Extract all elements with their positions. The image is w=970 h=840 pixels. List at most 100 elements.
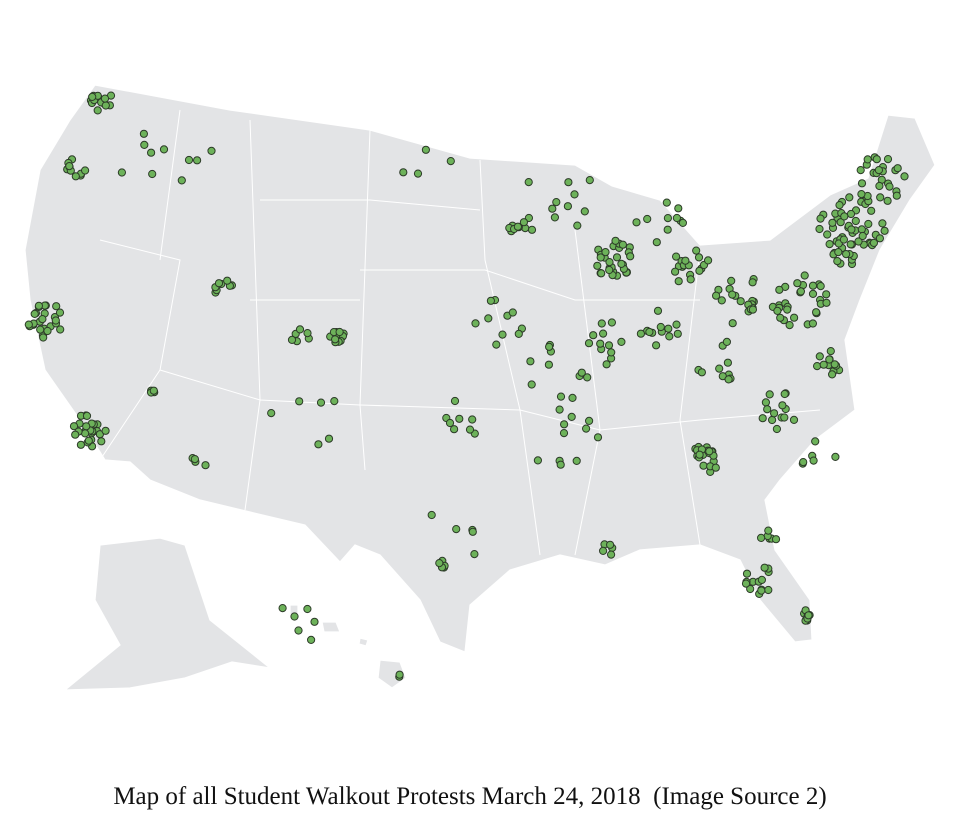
protest-dot bbox=[723, 358, 733, 367]
protest-dot bbox=[808, 319, 818, 328]
protest-dot bbox=[193, 156, 202, 165]
protest-dot bbox=[617, 259, 626, 268]
protest-dot bbox=[570, 190, 579, 199]
protest-dot bbox=[776, 313, 785, 322]
protest-dot bbox=[207, 146, 216, 155]
protest-dot bbox=[671, 267, 680, 276]
protest-dot bbox=[533, 456, 543, 465]
protest-dot bbox=[799, 458, 808, 467]
protest-dot bbox=[395, 670, 404, 679]
protest-dot bbox=[822, 298, 831, 307]
protest-dot bbox=[468, 527, 477, 536]
protest-dot bbox=[764, 585, 773, 595]
protest-dot bbox=[704, 256, 713, 265]
protest-dot bbox=[724, 375, 733, 384]
protest-dot bbox=[851, 216, 860, 226]
protest-dot bbox=[618, 240, 628, 249]
protest-dot bbox=[663, 225, 672, 234]
protest-dot bbox=[770, 409, 779, 418]
protest-dot bbox=[793, 279, 802, 288]
protest-dot bbox=[857, 225, 866, 234]
protest-dot bbox=[69, 422, 79, 431]
protest-dot bbox=[652, 341, 661, 350]
protest-dot bbox=[885, 182, 894, 191]
protest-dot bbox=[632, 218, 641, 227]
alaska bbox=[63, 537, 273, 691]
protest-dot bbox=[159, 145, 169, 154]
protest-dot bbox=[399, 168, 408, 177]
protest-dot bbox=[316, 398, 326, 407]
protest-dot bbox=[498, 330, 507, 339]
protest-dot bbox=[867, 206, 876, 215]
protest-dot bbox=[831, 452, 840, 461]
protest-dot bbox=[492, 340, 501, 349]
protest-dot bbox=[303, 329, 312, 338]
protest-dot bbox=[771, 535, 781, 544]
protest-dot bbox=[727, 276, 736, 285]
protest-dot bbox=[81, 429, 90, 438]
protest-dot bbox=[697, 368, 707, 377]
protest-dot bbox=[695, 266, 704, 275]
protest-dot bbox=[330, 397, 339, 406]
protest-dot bbox=[307, 635, 316, 645]
protest-dot bbox=[790, 313, 799, 322]
protest-dot bbox=[65, 162, 74, 171]
protest-dot bbox=[605, 265, 614, 275]
protest-dot bbox=[607, 318, 617, 327]
protest-dot bbox=[526, 357, 535, 366]
protest-dot bbox=[674, 277, 683, 286]
protest-dot bbox=[815, 224, 824, 234]
protest-dot bbox=[653, 306, 663, 315]
protest-dot bbox=[656, 322, 665, 332]
hawaii bbox=[289, 604, 407, 689]
protest-dot bbox=[572, 456, 581, 465]
protest-dot bbox=[856, 166, 865, 175]
protest-dot bbox=[864, 219, 873, 229]
protest-dot bbox=[673, 329, 682, 338]
protest-dot bbox=[672, 320, 681, 329]
protest-dot bbox=[617, 337, 626, 346]
protest-dot bbox=[785, 321, 794, 330]
protest-dot bbox=[314, 440, 323, 449]
protest-dot bbox=[84, 436, 93, 445]
protest-dot bbox=[809, 456, 818, 465]
protest-dot bbox=[863, 155, 872, 164]
protest-dot bbox=[548, 204, 557, 213]
protest-dot bbox=[757, 586, 766, 595]
protest-dot bbox=[445, 418, 455, 428]
protest-dot bbox=[450, 425, 459, 434]
protest-dot bbox=[652, 238, 661, 247]
protest-dot bbox=[828, 218, 837, 227]
protest-dot bbox=[893, 164, 902, 173]
protest-dot bbox=[800, 271, 809, 280]
protest-dot bbox=[290, 612, 299, 621]
protest-dot bbox=[828, 370, 837, 379]
protest-dot bbox=[71, 172, 80, 181]
protest-dot bbox=[544, 360, 554, 369]
protest-dot bbox=[585, 176, 594, 185]
protest-dot bbox=[589, 331, 598, 340]
protest-dot bbox=[796, 287, 806, 296]
protest-dot bbox=[780, 413, 789, 422]
protest-dot bbox=[722, 337, 732, 346]
protest-dot bbox=[736, 297, 745, 306]
protest-dot bbox=[857, 179, 867, 188]
protest-dot bbox=[780, 389, 789, 399]
protest-dot bbox=[223, 276, 232, 285]
protest-dot bbox=[741, 579, 751, 588]
protest-dot bbox=[705, 447, 714, 456]
protest-dot bbox=[692, 246, 701, 255]
protest-dot bbox=[789, 415, 799, 424]
protest-dot bbox=[665, 332, 674, 341]
protest-dot bbox=[331, 335, 340, 344]
protest-dot bbox=[664, 324, 673, 333]
protest-dot bbox=[834, 248, 843, 257]
protest-dot bbox=[833, 257, 842, 266]
protest-dot bbox=[140, 140, 149, 149]
protest-dot bbox=[825, 240, 834, 249]
protest-dot bbox=[190, 455, 199, 464]
protest-dot bbox=[846, 240, 855, 249]
protest-dot bbox=[681, 256, 690, 265]
protest-dot bbox=[686, 275, 695, 284]
